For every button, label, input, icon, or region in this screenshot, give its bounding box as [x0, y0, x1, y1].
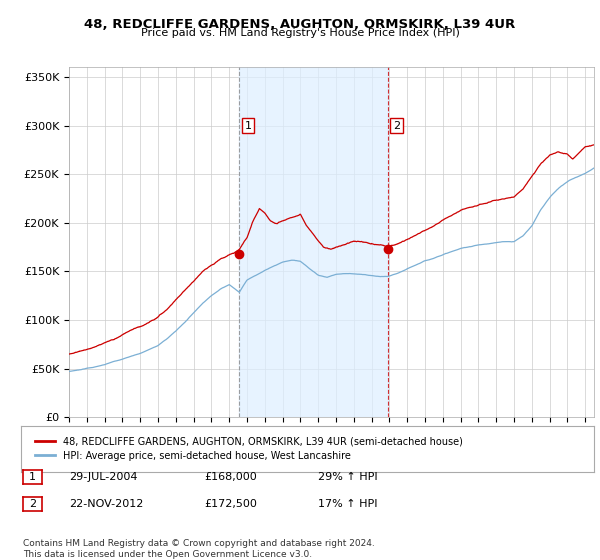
Text: 2: 2	[29, 499, 36, 509]
Text: £168,000: £168,000	[204, 472, 257, 482]
Bar	[239, 67, 388, 417]
Text: 1: 1	[29, 472, 36, 482]
Text: 29-JUL-2004: 29-JUL-2004	[69, 472, 137, 482]
Text: 17% ↑ HPI: 17% ↑ HPI	[318, 499, 377, 509]
Text: 29% ↑ HPI: 29% ↑ HPI	[318, 472, 377, 482]
Text: Price paid vs. HM Land Registry's House Price Index (HPI): Price paid vs. HM Land Registry's House …	[140, 28, 460, 38]
Legend: 48, REDCLIFFE GARDENS, AUGHTON, ORMSKIRK, L39 4UR (semi-detached house), HPI: Av: 48, REDCLIFFE GARDENS, AUGHTON, ORMSKIRK…	[32, 433, 466, 464]
Text: 48, REDCLIFFE GARDENS, AUGHTON, ORMSKIRK, L39 4UR: 48, REDCLIFFE GARDENS, AUGHTON, ORMSKIRK…	[85, 18, 515, 31]
Text: £172,500: £172,500	[204, 499, 257, 509]
Text: 22-NOV-2012: 22-NOV-2012	[69, 499, 143, 509]
Text: Contains HM Land Registry data © Crown copyright and database right 2024.
This d: Contains HM Land Registry data © Crown c…	[23, 539, 374, 559]
Text: 2: 2	[393, 120, 400, 130]
Text: 1: 1	[245, 120, 251, 130]
